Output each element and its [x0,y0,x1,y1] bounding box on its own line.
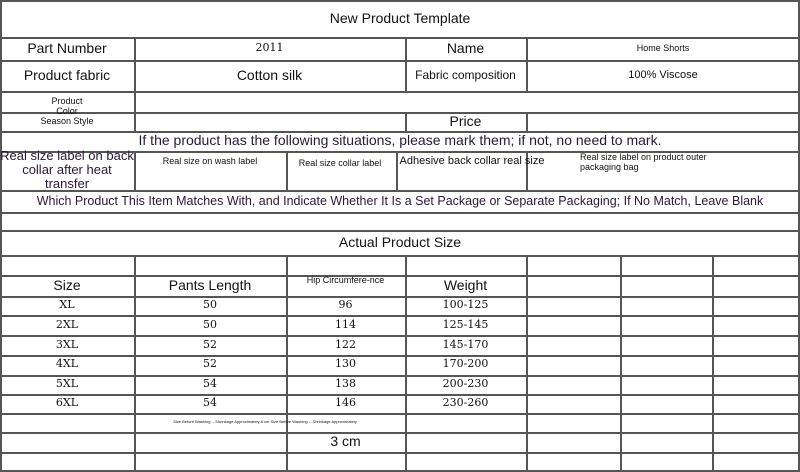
grid-line [405,112,407,131]
grid-line [0,394,800,396]
part-number-label: Part Number [27,39,107,56]
wash-label-text: Real size on wash label [162,156,258,167]
composition-label: Fabric composition [415,67,516,82]
grid-line [0,212,800,214]
grid-line [0,112,800,114]
name-value: Home Shorts [636,42,690,53]
size-cell: 50 [203,318,217,332]
product-label: Product [51,96,83,107]
grid-line [396,151,398,190]
color-season-label: Product Color Season Style [0,92,134,132]
color-label: Color [56,106,78,117]
grid-line [0,0,800,2]
size-cell: 50 [203,298,217,312]
grid-line [0,452,800,454]
size-cell: 5XL [55,376,79,390]
size-cell: 3XL [55,337,79,351]
grid-line [0,275,800,277]
grid-line [0,335,800,337]
size-cell: 6XL [55,396,79,410]
size-header: Weight [443,276,488,293]
adhesive-label-text: Adhesive back collar real size [399,154,545,167]
grid-line [0,190,800,192]
size-cell: 146 [335,396,356,410]
grid-line [0,413,800,415]
grid-line [0,91,800,93]
grid-line [0,131,800,133]
grid-line [0,432,800,434]
sheet-title: New Product Template [329,9,471,26]
grid-line [286,255,288,470]
grid-line [134,91,136,131]
size-cell: 122 [335,337,356,351]
season-style-label: Season Style [40,115,94,126]
grid-line [0,230,800,232]
grid-line [0,151,800,153]
grid-line [0,37,800,39]
grid-line [405,37,407,91]
size-title: Actual Product Size [338,233,462,250]
grid-line [0,470,800,472]
fabric-value: Cotton silk [236,66,303,83]
size-cell: 125-145 [442,318,489,332]
grid-line [286,151,288,190]
grid-line [134,37,136,91]
size-cell: 230-260 [442,396,489,410]
grid-line [134,151,136,190]
heat-transfer-label: Real size label on back collar after hea… [0,147,134,192]
part-number-value: 2011 [255,41,284,55]
size-cell: 96 [338,298,353,312]
packaging-label-text: Real size label on product outer packagi… [580,152,707,172]
grid-line [0,296,800,298]
grid-line [526,151,528,190]
size-cell: 2XL [55,318,79,332]
size-cell: XL [59,298,75,312]
grid-line [0,355,800,357]
shrinkage-value: 3 cm [330,433,361,450]
grid-line [712,255,714,470]
shrinkage-note: Size Before Washing -- Shrinkage Approxi… [173,419,357,425]
grid-line [0,315,800,317]
size-cell: 52 [203,357,217,371]
size-cell: 170-200 [442,357,489,371]
grid-line [620,255,622,470]
grid-line [0,375,800,377]
size-header: Hip Circumfere-nce [306,275,385,286]
size-cell: 138 [335,376,356,390]
price-label: Price [449,112,482,129]
size-cell: 145-170 [442,337,489,351]
grid-line [526,37,528,91]
size-cell: 54 [203,376,217,390]
grid-line [405,255,407,470]
size-cell: 130 [335,357,356,371]
match-note: Which Product This Item Matches With, an… [36,193,764,208]
size-header: Pants Length [168,276,252,293]
collar-label-text: Real size collar label [298,158,382,169]
grid-line [134,255,136,470]
size-cell: 200-230 [442,376,489,390]
notice-text: If the product has the following situati… [138,132,662,149]
size-cell: 52 [203,337,217,351]
grid-line [0,0,2,472]
grid-line [526,112,528,131]
size-cell: 114 [335,318,356,332]
grid-line [0,60,800,62]
name-label: Name [446,39,485,56]
size-cell: 4XL [55,357,79,371]
grid-line [0,255,800,257]
size-cell: 100-125 [442,298,489,312]
size-cell: 54 [203,396,217,410]
grid-line [798,0,800,472]
size-header: Size [53,276,81,293]
fabric-label: Product fabric [23,66,111,83]
grid-line [526,255,528,470]
composition-value: 100% Viscose [628,69,698,82]
